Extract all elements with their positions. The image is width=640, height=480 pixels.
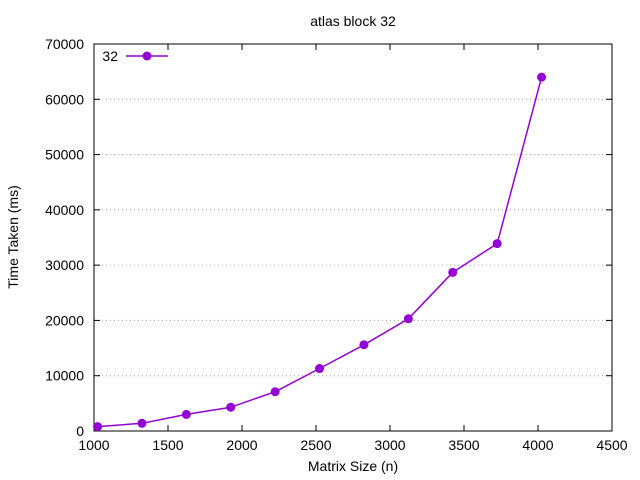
y-tick-label: 30000 xyxy=(45,257,84,273)
legend: 32 xyxy=(102,48,168,64)
x-tick-label: 4500 xyxy=(596,437,627,453)
y-tick-label: 10000 xyxy=(45,368,84,384)
plot-frame xyxy=(93,43,613,432)
data-point xyxy=(315,364,325,374)
axis-ticks: 0 10000 20000 30000 40000 50000 60000 70000 1000… xyxy=(45,36,628,453)
y-tick-label: 20000 xyxy=(45,312,84,328)
data-point xyxy=(448,267,458,277)
x-tick-label: 3000 xyxy=(374,437,405,453)
x-tick-label: 2500 xyxy=(300,437,331,453)
x-tick-label: 4000 xyxy=(522,437,553,453)
data-point xyxy=(537,72,547,82)
y-axis-label: Time Taken (ms) xyxy=(5,185,21,288)
y-tick-label: 0 xyxy=(76,423,84,439)
x-tick-label: 1000 xyxy=(78,437,109,453)
x-tick-label: 3500 xyxy=(448,437,479,453)
x-tick-label: 2000 xyxy=(226,437,257,453)
y-tick-label: 70000 xyxy=(45,36,84,52)
legend-marker-32 xyxy=(142,51,152,61)
data-point xyxy=(93,422,103,432)
data-point xyxy=(181,409,191,419)
chart-title: atlas block 32 xyxy=(310,13,396,29)
data-point xyxy=(226,402,236,412)
series-line-32 xyxy=(97,77,543,428)
x-axis-label: Matrix Size (n) xyxy=(308,458,398,474)
data-point xyxy=(137,418,147,428)
x-tick-label: 1500 xyxy=(152,437,183,453)
y-tick-label: 50000 xyxy=(45,147,84,163)
series-layer xyxy=(93,72,547,432)
y-tick-label: 60000 xyxy=(45,91,84,107)
legend-label-32: 32 xyxy=(102,48,118,64)
y-tick-label: 40000 xyxy=(45,202,84,218)
grid-lines xyxy=(94,98,612,377)
data-point xyxy=(403,314,413,324)
data-point xyxy=(492,239,502,249)
data-point xyxy=(359,340,369,350)
data-point xyxy=(270,387,280,397)
